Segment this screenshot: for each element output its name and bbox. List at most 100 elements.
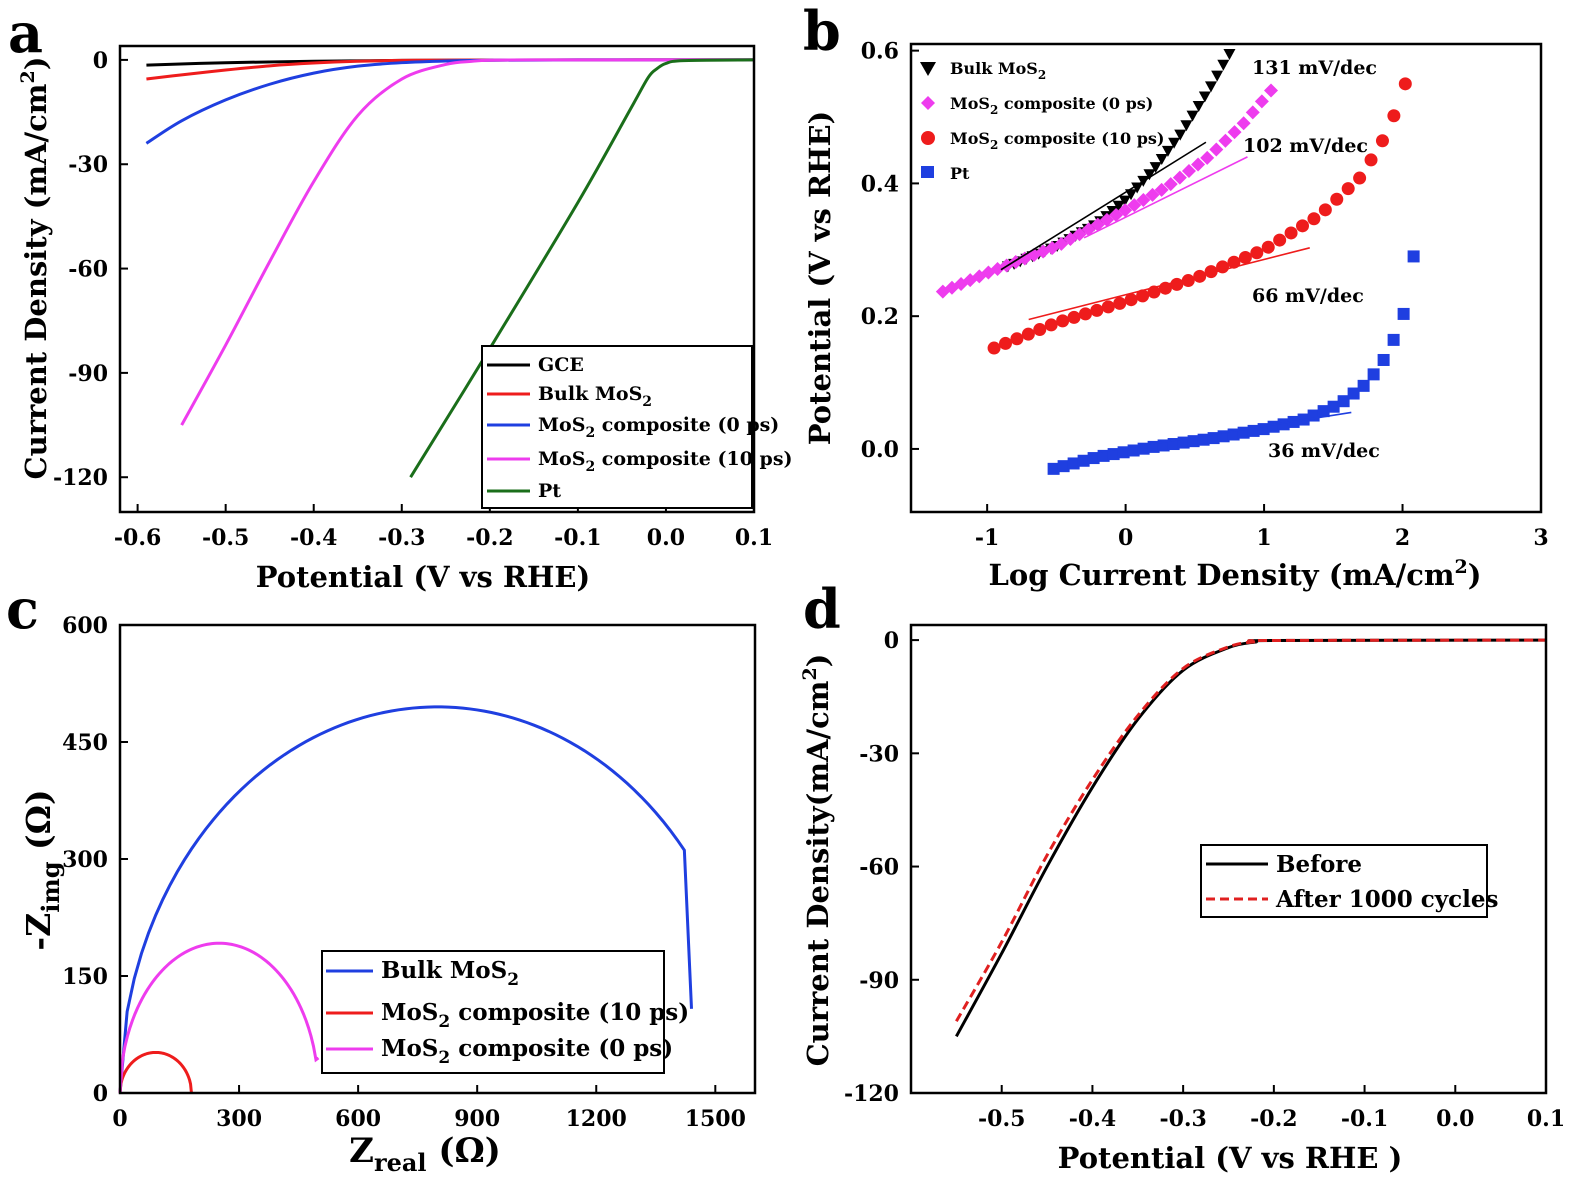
panel-c-ytick-label: 300 [62,847,108,873]
marker-point [1357,379,1370,392]
panel-c-ytick-label: 600 [62,613,108,639]
series-mos2-composite-0-ps [145,58,755,145]
legend-label-bulk: Bulk MoS2 [381,957,519,990]
panel-d-ytick-label: -30 [859,741,899,767]
panel-d-legend: Before After 1000 cycles [1200,844,1498,918]
series-mos2-composite-10-ps [118,1050,193,1094]
legend-marker-pt [921,166,934,178]
panel-b-letter: b [803,0,841,63]
marker-point [1186,110,1199,122]
series-mos2-composite-10-ps [180,58,755,426]
marker-point [1112,200,1125,212]
panel-d-frame [909,623,1548,1095]
marker-point [1097,449,1110,462]
panel-b-xtick-label: 3 [1533,525,1548,551]
panel-d: d -0.5 -0.4 -0.3 -0.2 -0.1 0.0 0.1 0 -30 -60 -90 -1… [799,577,1565,1175]
legend-label-c10: MoS2 composite (10 ps) [381,999,689,1032]
marker-point [1161,145,1174,157]
marker-point [1284,226,1298,240]
marker-point [1067,457,1080,470]
panel-d-axes: -0.5 -0.4 -0.3 -0.2 -0.1 0.0 0.1 0 -30 -60 -90 -120 [844,628,1565,1132]
annotation-36: 36 mV/dec [1268,440,1380,462]
panel-b-xtick-label: 1 [1256,525,1271,551]
marker-point [1145,187,1160,202]
series-bulk-mos2 [118,705,693,1094]
panel-d-ylabel: Current Density(mA/cm2) [799,654,835,1067]
marker-point [1337,395,1350,408]
marker-point [1273,233,1287,247]
fit-line-2 [1083,156,1248,239]
panel-b-axes: -1 0 1 2 3 0.0 0.2 0.4 0.6 [861,39,1549,551]
panel-b-legend: Bulk MoS2 MoS2 composite (0 ps) MoS2 com… [920,59,1164,183]
panel-d-xtick-label: 0.1 [1527,1106,1565,1132]
marker-point [1057,460,1070,473]
panel-a-ylabel: Current Density (mA/cm2) [17,57,53,480]
marker-point [1067,310,1081,324]
marker-point [1227,125,1242,140]
panel-c-xtick-label: 1200 [566,1106,627,1132]
marker-point [1181,164,1196,179]
panel-a-legend: GCE Bulk MoS2 MoS2 composite (0 ps) MoS2… [481,345,793,509]
marker-point [1209,142,1224,157]
marker-point [1125,189,1137,201]
marker-point [1191,157,1206,172]
marker-point [1318,203,1332,217]
panel-c-xlabel: Zreal (Ω) [349,1131,501,1177]
marker-point [1127,198,1142,213]
panel-c-data [118,705,693,1094]
marker-point [1227,255,1241,269]
legend-label-c10: MoS2 composite (10 ps) [538,448,793,475]
series-mos2-composite-10-ps [987,77,1412,355]
panel-d-xtick-label: -0.5 [978,1106,1025,1132]
marker-point [1200,150,1215,165]
panel-a-ytick-label: 0 [93,48,108,74]
panel-a-xtick-label: -0.6 [114,525,161,551]
panel-b-xtick-label: -1 [975,525,999,551]
panel-c-xtick-label: 0 [112,1106,127,1132]
legend-label-bulk: Bulk MoS2 [538,383,652,410]
marker-point [1397,307,1410,320]
panel-c-xtick-label: 900 [454,1106,500,1132]
panel-a-ytick-label: -90 [68,361,108,387]
panel-b-ytick-label: 0.2 [861,304,899,330]
marker-point [1124,293,1138,307]
panel-b-xtick-label: 2 [1395,525,1410,551]
marker-point [1236,116,1251,131]
panel-a-xtick-label: -0.2 [466,525,513,551]
marker-point [1198,91,1211,103]
panel-c-ytick-label: 0 [93,1081,108,1107]
series-before [955,638,1547,1038]
marker-point [1367,368,1380,381]
marker-point [1163,177,1178,192]
marker-point [1377,353,1390,366]
marker-point [1217,59,1230,71]
panel-b-xlabel: Log Current Density (mA/cm2) [988,556,1481,592]
marker-point [1136,193,1151,208]
marker-point [1353,171,1367,185]
marker-point [1211,70,1224,82]
panel-c-ytick-label: 450 [62,730,108,756]
marker-point [1149,162,1162,174]
panel-a-xtick-label: 0.1 [735,525,773,551]
panel-a-ytick-label: -30 [68,152,108,178]
marker-point [1033,323,1047,337]
marker-point [1277,418,1290,431]
legend-label-after: After 1000 cycles [1275,886,1498,913]
marker-point [1238,250,1252,264]
panel-b-xtick-label: 0 [1118,525,1133,551]
marker-point [1330,192,1344,206]
panel-c-ytick-label: 150 [62,964,108,990]
marker-point [1387,109,1401,123]
marker-point [1021,327,1035,341]
marker-point [1245,105,1260,120]
marker-point [1136,289,1150,303]
panel-b-ytick-label: 0.4 [861,171,899,197]
panel-d-letter: d [803,577,841,641]
marker-point [1044,318,1058,332]
marker-point [1101,300,1115,314]
panel-a-frame [118,44,756,514]
marker-point [1327,400,1340,413]
panel-d-xtick-label: 0.0 [1436,1106,1474,1132]
panel-a-xtick-label: 0.0 [647,525,685,551]
marker-point [1317,405,1330,418]
